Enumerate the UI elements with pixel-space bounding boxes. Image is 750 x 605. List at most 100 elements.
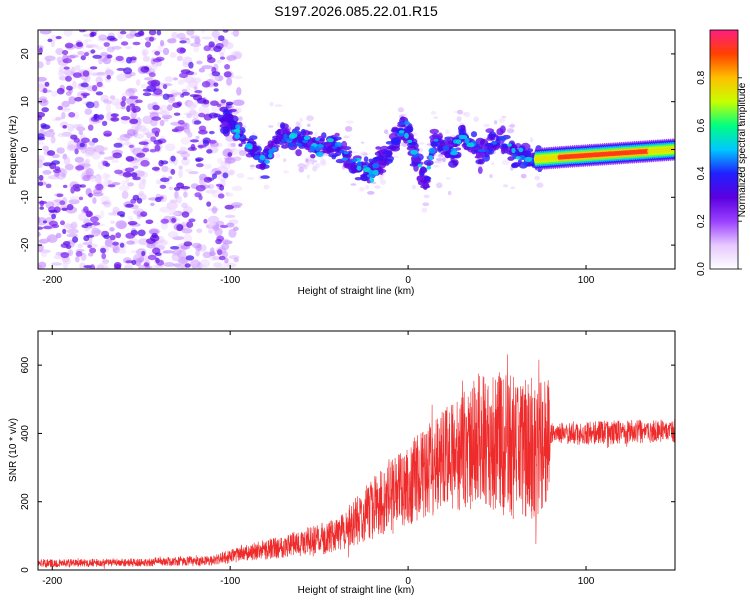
- spectrogram-cell: [247, 146, 253, 150]
- spectrogram-cell: [56, 147, 65, 154]
- spectrogram-cell: [96, 81, 103, 87]
- spectrogram-cell: [476, 152, 486, 157]
- spectrogram-cell: [429, 128, 439, 134]
- spectrogram-x-tick-label: 0: [405, 275, 411, 286]
- spectrogram-cell: [38, 136, 46, 141]
- spectrogram-cell: [298, 167, 305, 173]
- spectrogram-cell: [89, 32, 95, 38]
- spectrogram-cell: [73, 137, 80, 143]
- spectrogram-cell: [120, 116, 131, 121]
- spectrogram-cell: [126, 240, 135, 245]
- spectrogram-cell: [46, 150, 56, 156]
- spectrogram-cell: [197, 97, 207, 104]
- spectrogram-cell: [518, 155, 526, 161]
- spectrogram-cell: [201, 244, 207, 252]
- spectrogram-cell: [170, 155, 176, 162]
- spectrogram-cell: [178, 169, 183, 178]
- spectrogram-x-tick-label: 100: [578, 275, 595, 286]
- spectrogram-cell: [203, 218, 208, 224]
- spectrogram-cell: [159, 184, 167, 189]
- spectrogram-cell: [113, 262, 122, 269]
- spectrogram-cell: [384, 129, 389, 134]
- spectrogram-cell: [106, 54, 113, 59]
- spectrogram-cell: [38, 216, 41, 224]
- spectrogram-cell: [91, 151, 101, 160]
- spectrogram-cell: [433, 116, 439, 119]
- spectrogram-cell: [176, 47, 187, 54]
- spectrogram-y-tick-label: 0: [20, 146, 31, 152]
- spectrogram-cell: [356, 165, 362, 171]
- spectrogram-cell: [421, 207, 428, 213]
- spectrogram-cell: [119, 242, 125, 248]
- spectrogram-cell: [89, 264, 96, 269]
- spectrogram-cell: [80, 137, 90, 144]
- spectrogram-cell: [315, 146, 320, 152]
- spectrogram-cell: [264, 159, 270, 164]
- spectrogram-cell: [111, 159, 119, 164]
- spectrogram-cell: [306, 115, 314, 122]
- spectrogram-cell: [334, 142, 343, 147]
- spectrogram-x-tick-label: -100: [220, 275, 240, 286]
- spectrogram-cell: [448, 139, 455, 145]
- spectrogram-cell: [167, 38, 177, 44]
- spectrogram-cell: [281, 127, 290, 134]
- spectrogram-cell: [75, 250, 83, 257]
- spectrogram-cell: [84, 159, 90, 168]
- spectrogram-cell: [88, 252, 94, 257]
- spectrogram-cell: [66, 55, 76, 59]
- colorbar-ticks: 0.0 0.2 0.4 0.6 0.8: [696, 70, 742, 276]
- spectrogram-cell: [66, 203, 74, 211]
- spectrogram-cell: [162, 84, 168, 90]
- spectrogram-cell: [82, 70, 90, 77]
- spectrogram-cell: [179, 37, 190, 41]
- spectrogram-cell: [367, 191, 375, 195]
- spectrogram-cell: [50, 135, 56, 144]
- spectrogram-cell: [227, 152, 233, 157]
- spectrogram-cell: [224, 204, 234, 210]
- spectrogram-cell: [156, 30, 162, 36]
- spectrogram-cell: [162, 47, 170, 56]
- spectrogram-cell: [121, 180, 126, 187]
- spectrogram-cell: [211, 206, 218, 214]
- spectrogram-cell: [228, 105, 235, 108]
- spectrogram-cell: [63, 156, 71, 166]
- spectrogram-cell: [186, 30, 195, 36]
- spectrogram-cell: [103, 42, 110, 47]
- spectrogram-cell: [115, 220, 127, 230]
- spectrogram-cell: [144, 66, 149, 70]
- spectrogram-cell: [201, 81, 211, 88]
- spectrogram-cell: [40, 124, 51, 130]
- spectrogram-cell: [124, 264, 133, 269]
- spectrogram-cell: [135, 99, 143, 104]
- spectrogram-cell: [196, 163, 204, 168]
- spectrogram-cell: [194, 90, 203, 94]
- spectrogram-cell: [50, 34, 58, 42]
- spectrogram-cell: [272, 146, 278, 152]
- spectrogram-cell: [288, 142, 295, 148]
- spectrogram-cell: [102, 160, 109, 167]
- spectrogram-cell: [198, 195, 203, 201]
- spectrogram-cell: [315, 137, 320, 141]
- spectrogram-cell: [484, 143, 495, 147]
- spectrogram-cell: [166, 201, 178, 210]
- spectrogram-cell: [219, 224, 229, 229]
- spectrogram-cell: [44, 81, 50, 87]
- spectrogram-cell: [222, 30, 229, 33]
- spectrogram-cell: [309, 145, 316, 152]
- spectrogram-cell: [190, 35, 200, 39]
- spectrogram-cell: [138, 141, 149, 145]
- spectrogram-cell: [406, 146, 417, 151]
- spectrogram-cell: [147, 80, 157, 86]
- spectrogram-cell: [302, 139, 308, 144]
- spectrogram-y-tick-label: 10: [20, 96, 31, 108]
- spectrogram-cell: [155, 56, 165, 62]
- spectrogram-cell: [159, 119, 165, 127]
- spectrogram-cell: [259, 154, 266, 161]
- spectrogram-cell: [477, 166, 483, 174]
- spectrogram-cell: [460, 122, 464, 125]
- spectrogram-cell: [419, 170, 425, 176]
- spectrogram-cell: [268, 125, 274, 128]
- spectrogram-cell: [125, 155, 135, 162]
- spectrogram-cell: [39, 206, 44, 210]
- spectrogram-cell: [509, 144, 518, 152]
